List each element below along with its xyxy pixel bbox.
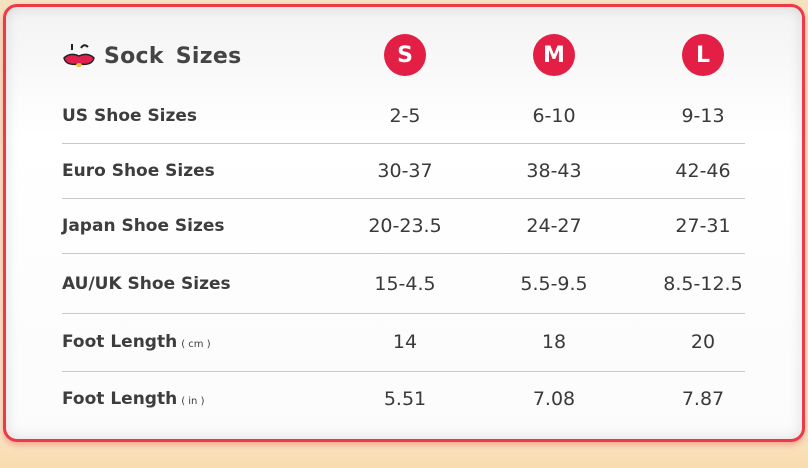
row-label: Foot Length( in ) [62,389,204,409]
row-label-text: Foot Length [62,388,178,409]
cell-value: 7.08 [532,387,576,410]
table-row: Foot Length( cm ) 14 18 20 [62,314,745,369]
cell-value: 20-23.5 [368,214,442,237]
size-chart-card [3,4,805,442]
chart-title: Sock Sizes [62,40,242,72]
row-divider [62,198,745,199]
row-label-text: Euro Shoe Sizes [62,160,215,181]
row-label-text: AU/UK Shoe Sizes [62,273,231,294]
title-text: Sock Sizes [104,43,242,69]
size-badge-s: S [384,34,426,76]
row-label-text: US Shoe Sizes [62,105,198,126]
row-label-text: Foot Length [62,331,178,352]
cell-value: 27-31 [675,214,731,237]
cell-value: 8.5-12.5 [663,272,743,295]
sock-face-icon [63,44,95,67]
row-label: Euro Shoe Sizes [62,161,215,181]
row-unit: ( in ) [181,395,205,407]
cell-value: 6-10 [532,104,576,127]
row-unit: ( cm ) [181,338,211,350]
table-row: Japan Shoe Sizes 20-23.5 24-27 27-31 [62,198,745,253]
cell-value: 14 [392,330,418,353]
table-row: Euro Shoe Sizes 30-37 38-43 42-46 [62,143,745,198]
row-label: Foot Length( cm ) [62,332,211,352]
size-badge-l: L [682,34,724,76]
cell-value: 9-13 [681,104,725,127]
cell-value: 18 [541,330,567,353]
table-row: Foot Length( in ) 5.51 7.08 7.87 [62,371,745,426]
cell-value: 2-5 [389,104,421,127]
row-divider [62,371,745,372]
cell-value: 15-4.5 [374,272,436,295]
cell-value: 20 [690,330,716,353]
row-divider [62,143,745,144]
cell-value: 7.87 [681,387,725,410]
row-label: AU/UK Shoe Sizes [62,274,231,294]
cell-value: 24-27 [526,214,582,237]
table-row: AU/UK Shoe Sizes 15-4.5 5.5-9.5 8.5-12.5 [62,256,745,311]
cell-value: 30-37 [377,159,433,182]
cell-value: 5.5-9.5 [520,272,588,295]
row-divider [62,253,745,254]
row-label: Japan Shoe Sizes [62,216,225,236]
row-label-text: Japan Shoe Sizes [62,215,225,236]
cell-value: 38-43 [526,159,582,182]
size-badge-m: M [533,34,575,76]
cell-value: 5.51 [383,387,427,410]
table-row: US Shoe Sizes 2-5 6-10 9-13 [62,88,745,143]
row-label: US Shoe Sizes [62,106,197,126]
cell-value: 42-46 [675,159,731,182]
row-divider [62,313,745,314]
